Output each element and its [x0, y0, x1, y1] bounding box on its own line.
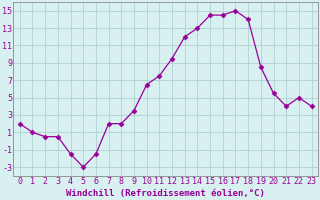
X-axis label: Windchill (Refroidissement éolien,°C): Windchill (Refroidissement éolien,°C) [66, 189, 265, 198]
